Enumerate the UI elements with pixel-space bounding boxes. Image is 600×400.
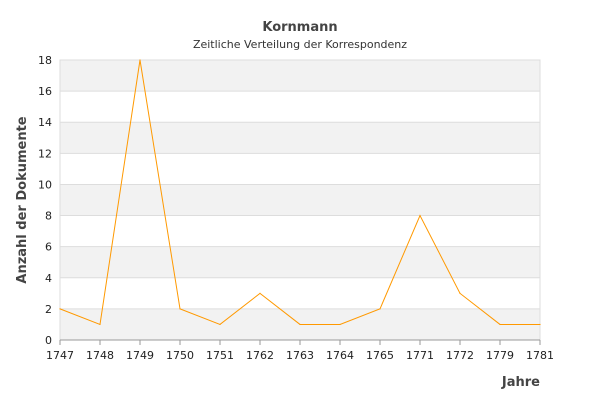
data-point (499, 323, 501, 326)
data-point (459, 292, 461, 294)
x-tick-label: 1764 (326, 349, 354, 362)
y-tick-label: 18 (38, 54, 52, 67)
plot-band (60, 60, 540, 92)
x-tick-label: 1748 (86, 349, 114, 362)
data-point (139, 59, 141, 61)
y-tick-label: 8 (45, 210, 52, 223)
data-point (339, 323, 341, 326)
data-point (219, 323, 221, 326)
data-point (379, 308, 381, 310)
x-axis-title: Jahre (501, 375, 540, 390)
plot-band (60, 184, 540, 216)
x-tick-label: 1772 (446, 349, 474, 362)
data-point (539, 323, 541, 326)
x-tick-label: 1747 (46, 349, 74, 362)
y-tick-label: 0 (45, 334, 52, 347)
x-tick-label: 1763 (286, 349, 314, 362)
x-tick-label: 1771 (406, 349, 434, 362)
y-tick-label: 14 (38, 116, 52, 129)
y-axis-title: Anzahl der Dokumente (15, 116, 30, 283)
x-axis-ticks: 1747 1748 1749 1750 1751 1762 1763 1764 1765 1771… (46, 340, 554, 362)
x-tick-label: 1779 (486, 349, 514, 362)
y-tick-label: 10 (38, 178, 52, 191)
data-point (99, 323, 101, 326)
x-tick-label: 1762 (246, 349, 274, 362)
data-point (299, 323, 301, 326)
data-point (259, 292, 261, 294)
x-tick-label: 1750 (166, 349, 194, 362)
x-tick-label: 1749 (126, 349, 154, 362)
x-tick-label: 1781 (526, 349, 554, 362)
data-point (59, 308, 61, 310)
plot-band (60, 122, 540, 154)
plot-band (60, 246, 540, 278)
y-tick-label: 16 (38, 85, 52, 98)
y-tick-label: 4 (45, 272, 52, 285)
chart-subtitle: Zeitliche Verteilung der Korrespondenz (193, 38, 407, 51)
x-tick-label: 1765 (366, 349, 394, 362)
x-tick-label: 1751 (206, 349, 234, 362)
y-tick-label: 12 (38, 147, 52, 160)
data-point (419, 214, 421, 217)
data-point (179, 308, 181, 310)
plot-bands (60, 60, 540, 340)
chart-title: Kornmann (262, 20, 337, 35)
y-tick-label: 2 (45, 303, 52, 316)
series-group (59, 59, 541, 326)
y-axis-ticks: 0 2 4 6 8 10 12 14 16 18 (38, 54, 52, 347)
y-tick-label: 6 (45, 241, 52, 254)
